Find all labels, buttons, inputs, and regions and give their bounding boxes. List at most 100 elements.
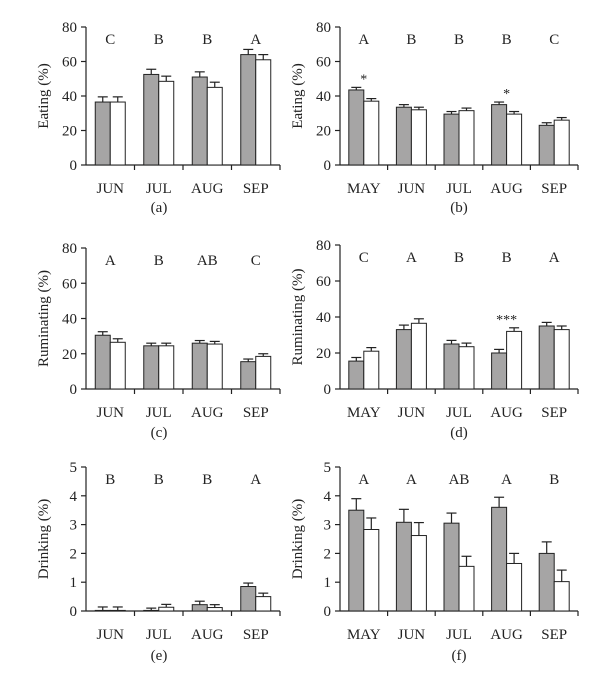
bar [395, 106, 412, 166]
significance-letter: B [502, 250, 512, 266]
bar [94, 101, 111, 166]
y-tick-label: 5 [324, 460, 332, 476]
bar [443, 113, 460, 166]
y-tick-label: 40 [62, 89, 77, 105]
significance-letter: B [406, 32, 416, 48]
panel-label: (a) [151, 200, 168, 216]
y-tick-label: 20 [316, 346, 331, 362]
panel-label: (f) [452, 648, 467, 664]
bar [363, 100, 380, 166]
bar [410, 109, 427, 166]
significance-letter: C [359, 250, 369, 266]
significance-letter: A [358, 32, 369, 48]
x-tick-label: AUG [490, 405, 523, 421]
bar [491, 352, 508, 390]
bar [191, 76, 208, 166]
significance-letter: A [250, 472, 261, 488]
bar [538, 124, 555, 166]
y-tick-label: 4 [70, 489, 78, 505]
bar [158, 80, 175, 166]
y-tick-label: 0 [70, 158, 78, 174]
y-tick-label: 20 [62, 347, 77, 363]
panel-label: (b) [450, 200, 468, 216]
panel-label: (d) [450, 425, 468, 441]
x-tick-label: JUN [398, 181, 426, 197]
y-tick-label: 40 [62, 312, 77, 328]
bar [348, 509, 365, 612]
x-tick-label: JUL [446, 405, 472, 421]
bar [348, 89, 365, 166]
bar [458, 110, 475, 166]
significance-letter: C [105, 32, 115, 48]
bar [410, 322, 427, 390]
x-tick-label: AUG [490, 181, 523, 197]
x-tick-label: AUG [490, 627, 523, 643]
bar [410, 535, 427, 612]
significance-letter: B [202, 32, 212, 48]
bar [255, 59, 272, 166]
y-axis-title: Ruminating (%) [36, 270, 52, 367]
bar [158, 606, 175, 612]
y-tick-label: 3 [70, 518, 78, 534]
significance-letter: B [154, 32, 164, 48]
y-tick-label: 0 [70, 382, 78, 398]
bar [506, 330, 523, 390]
significance-letter: A [406, 250, 417, 266]
y-tick-label: 3 [324, 518, 332, 534]
significance-letter: B [202, 472, 212, 488]
y-axis-title: Ruminating (%) [290, 268, 306, 365]
significance-letter: B [154, 253, 164, 269]
bar [553, 329, 570, 390]
bar [240, 54, 257, 166]
bar [553, 581, 570, 612]
y-tick-label: 80 [62, 241, 77, 257]
y-tick-label: 60 [62, 55, 77, 71]
bar [94, 334, 111, 390]
chart-panel: 0 1 2 3 4 5 Drinking (%) JUN B JUL B AUG B SEP A (e) [36, 460, 281, 664]
y-tick-label: 80 [316, 238, 331, 254]
significance-letter: A [250, 32, 261, 48]
y-axis-title: Eating (%) [290, 63, 306, 128]
chart-panel: 0 20 40 60 80 Ruminating (%) MAY C JUN A JUL B AUG B *… [290, 238, 579, 441]
y-tick-label: 60 [316, 274, 331, 290]
bar [255, 355, 272, 390]
x-tick-label: SEP [243, 627, 269, 643]
x-tick-label: JUN [398, 405, 426, 421]
bar [538, 325, 555, 390]
bar [240, 361, 257, 390]
panel-label: (e) [151, 648, 168, 664]
x-tick-label: JUN [398, 627, 426, 643]
significance-letter: A [105, 253, 116, 269]
significance-letter: C [251, 253, 261, 269]
significance-letter: B [454, 250, 464, 266]
chart-panel: 0 20 40 60 80 Eating (%) JUN C JUL B AUG B SEP A (a) [36, 20, 281, 216]
y-tick-label: 0 [324, 158, 332, 174]
bar [443, 343, 460, 390]
bar [458, 565, 475, 612]
bar [206, 343, 223, 390]
chart-panel: 0 1 2 3 4 5 Drinking (%) MAY A JUN A JUL AB AUG A SEP B (… [290, 460, 579, 664]
y-tick-label: 80 [62, 20, 77, 36]
bar [363, 528, 380, 612]
bar [240, 586, 257, 612]
bar [491, 506, 508, 612]
y-axis-title: Eating (%) [36, 63, 52, 128]
significance-letter: AB [197, 253, 218, 269]
x-tick-label: SEP [243, 181, 269, 197]
x-tick-label: JUL [446, 627, 472, 643]
x-tick-label: SEP [541, 181, 567, 197]
bar [143, 609, 160, 612]
x-tick-label: JUN [96, 405, 124, 421]
bar [538, 552, 555, 612]
bar [395, 329, 412, 390]
y-tick-label: 80 [316, 20, 331, 36]
y-tick-label: 1 [70, 575, 78, 591]
y-tick-label: 40 [316, 310, 331, 326]
bar [143, 73, 160, 166]
bar [206, 607, 223, 612]
y-tick-label: 40 [316, 89, 331, 105]
x-tick-label: AUG [191, 181, 224, 197]
bar [158, 345, 175, 390]
significance-letter: B [154, 472, 164, 488]
